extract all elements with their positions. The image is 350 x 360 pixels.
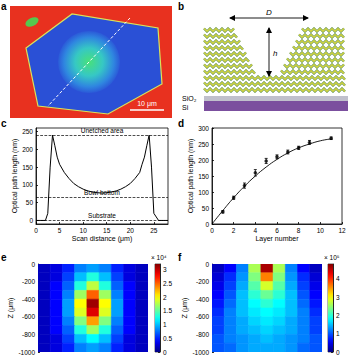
html-text:d: d: [178, 118, 185, 129]
svg-text:Layer number: Layer number: [255, 235, 299, 243]
svg-text:0: 0: [31, 261, 35, 268]
svg-text:250: 250: [198, 141, 209, 148]
html-text:e: e: [1, 252, 7, 263]
svg-text:× 10⁵: × 10⁵: [324, 254, 340, 261]
svg-text:-800: -800: [196, 331, 209, 338]
svg-text:-600: -600: [22, 313, 35, 320]
svg-text:100: 100: [22, 181, 33, 188]
svg-text:20: 20: [127, 227, 135, 234]
svg-text:0: 0: [336, 349, 340, 356]
svg-text:300: 300: [198, 125, 209, 132]
html-text:c: c: [1, 118, 7, 129]
svg-text:1.5: 1.5: [163, 307, 172, 314]
svg-text:-200: -200: [22, 278, 35, 285]
svg-text:-1000: -1000: [192, 349, 209, 356]
html-text:f: f: [178, 252, 182, 263]
svg-text:50: 50: [202, 205, 210, 212]
svg-text:10: 10: [317, 227, 325, 234]
svg-text:3: 3: [336, 294, 340, 301]
svg-text:25: 25: [150, 227, 158, 234]
svg-text:h: h: [273, 49, 278, 58]
svg-text:Bowl bottom: Bowl bottom: [84, 189, 120, 196]
svg-text:Substrate: Substrate: [88, 212, 116, 219]
svg-text:-200: -200: [196, 278, 209, 285]
svg-text:2: 2: [232, 227, 236, 234]
svg-text:0: 0: [205, 261, 209, 268]
svg-text:150: 150: [22, 164, 33, 171]
svg-text:2: 2: [163, 294, 167, 301]
svg-text:Optical path length (nm): Optical path length (nm): [11, 139, 19, 214]
svg-text:Si: Si: [182, 104, 189, 111]
svg-text:200: 200: [198, 157, 209, 164]
svg-text:10: 10: [80, 227, 88, 234]
svg-text:0: 0: [205, 221, 209, 228]
svg-text:2: 2: [336, 312, 340, 319]
svg-text:Scan distance (μm): Scan distance (μm): [72, 235, 132, 243]
svg-text:100: 100: [198, 189, 209, 196]
svg-text:250: 250: [22, 128, 33, 135]
svg-text:6: 6: [275, 227, 279, 234]
svg-text:Optical path length (nm): Optical path length (nm): [187, 139, 195, 214]
svg-text:-800: -800: [22, 331, 35, 338]
svg-text:200: 200: [22, 146, 33, 153]
svg-text:SiO₂: SiO₂: [182, 95, 197, 102]
svg-text:0.5: 0.5: [163, 335, 172, 342]
svg-text:Unetched area: Unetched area: [81, 127, 124, 134]
svg-text:3: 3: [163, 266, 167, 273]
svg-text:D: D: [266, 8, 272, 17]
svg-text:0: 0: [210, 227, 214, 234]
svg-text:50: 50: [26, 199, 34, 206]
svg-text:5: 5: [58, 227, 62, 234]
html-text:b: b: [178, 1, 185, 12]
svg-text:-400: -400: [22, 296, 35, 303]
svg-text:1: 1: [336, 330, 340, 337]
svg-text:Z (μm): Z (μm): [7, 298, 15, 319]
svg-text:12: 12: [338, 227, 346, 234]
svg-text:Z (μm): Z (μm): [181, 298, 189, 319]
svg-text:1: 1: [163, 321, 167, 328]
svg-text:10 μm: 10 μm: [137, 100, 157, 108]
svg-text:0: 0: [29, 217, 33, 224]
svg-text:2.5: 2.5: [163, 280, 172, 287]
svg-text:-1000: -1000: [18, 349, 35, 356]
svg-text:4: 4: [336, 275, 340, 282]
svg-text:× 10⁴: × 10⁴: [151, 254, 167, 261]
svg-text:-400: -400: [196, 296, 209, 303]
svg-text:8: 8: [297, 227, 301, 234]
svg-text:150: 150: [198, 173, 209, 180]
svg-text:4: 4: [254, 227, 258, 234]
svg-text:-600: -600: [196, 313, 209, 320]
svg-text:15: 15: [103, 227, 111, 234]
svg-text:0: 0: [163, 349, 167, 356]
svg-text:0: 0: [34, 227, 38, 234]
html-text:a: a: [1, 1, 7, 12]
